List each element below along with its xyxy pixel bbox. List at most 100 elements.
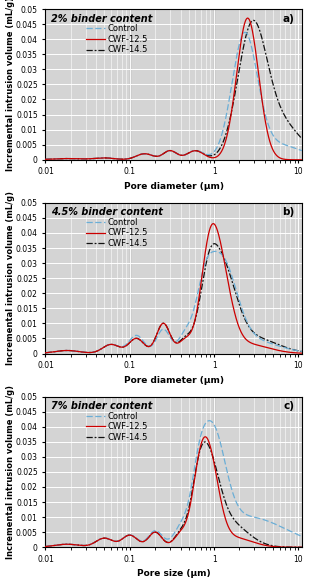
Line: CWF-14.5: CWF-14.5 [45,442,302,547]
X-axis label: Pore diameter (μm): Pore diameter (μm) [124,182,224,191]
Control [300,147,304,154]
Line: Control: Control [45,251,302,353]
CWF-12.5 [44,156,47,163]
CWF-12.5 [193,477,196,484]
CWF-14.5 [300,348,304,355]
CWF-14.5 [193,147,196,154]
Control [193,465,196,472]
Line: CWF-12.5: CWF-12.5 [45,437,302,547]
CWF-14.5 [207,443,211,450]
CWF-12.5 [193,319,196,326]
Control [207,252,211,259]
CWF-14.5 [300,135,304,142]
CWF-12.5 [44,349,47,356]
CWF-14.5 [59,347,63,354]
Control [213,248,217,255]
CWF-14.5 [207,249,211,256]
CWF-12.5 [199,279,203,286]
CWF-12.5 [203,433,207,440]
Text: c): c) [283,401,294,411]
CWF-12.5 [59,347,63,354]
Control [208,417,211,424]
CWF-12.5 [239,326,242,333]
Legend: Control, CWF-12.5, CWF-14.5: Control, CWF-12.5, CWF-14.5 [83,214,152,252]
CWF-12.5 [265,124,269,131]
Text: a): a) [282,13,294,23]
Line: CWF-14.5: CWF-14.5 [45,244,302,353]
CWF-12.5 [207,154,211,161]
X-axis label: Pore size (μm): Pore size (μm) [137,569,210,578]
Line: CWF-12.5: CWF-12.5 [45,18,302,160]
CWF-14.5 [199,287,203,294]
Line: Control: Control [45,420,302,547]
Control [59,541,63,548]
Control [265,517,269,524]
CWF-12.5 [59,541,63,548]
CWF-14.5 [239,523,242,530]
CWF-14.5 [59,541,63,548]
Control [239,506,242,513]
Y-axis label: Incremental intrusion volume (mL/g): Incremental intrusion volume (mL/g) [6,385,15,559]
Control [59,155,63,162]
CWF-14.5 [44,543,47,550]
Control [265,338,269,345]
Control [193,304,196,311]
Control [199,431,203,438]
Y-axis label: Incremental intrusion volume (mL/g): Incremental intrusion volume (mL/g) [6,191,15,365]
CWF-12.5 [300,350,304,357]
Line: CWF-14.5: CWF-14.5 [45,20,302,159]
CWF-14.5 [193,475,196,482]
CWF-14.5 [300,544,304,551]
CWF-12.5 [44,543,47,550]
CWF-12.5 [300,544,304,551]
Control [238,38,242,45]
CWF-12.5 [59,155,63,162]
Control [44,543,47,550]
CWF-14.5 [265,541,269,548]
CWF-12.5 [246,15,249,22]
Control [239,300,242,307]
Legend: Control, CWF-12.5, CWF-14.5: Control, CWF-12.5, CWF-14.5 [83,408,152,445]
X-axis label: Pore diameter (μm): Pore diameter (μm) [124,376,224,385]
CWF-12.5 [265,542,269,549]
CWF-12.5 [265,344,269,351]
CWF-12.5 [239,534,242,541]
CWF-12.5 [193,147,196,154]
Text: 7% binder content: 7% binder content [51,401,152,411]
CWF-12.5 [199,149,203,156]
Control [207,151,211,158]
Text: 2% binder content: 2% binder content [51,13,152,23]
Control [59,347,63,354]
Line: CWF-12.5: CWF-12.5 [45,224,302,353]
CWF-12.5 [238,46,242,53]
CWF-14.5 [265,54,269,61]
Legend: Control, CWF-12.5, CWF-14.5: Control, CWF-12.5, CWF-14.5 [83,21,152,58]
CWF-14.5 [239,304,242,311]
CWF-14.5 [59,155,63,162]
Line: Control: Control [45,32,302,159]
Control [199,148,203,155]
Control [44,156,47,163]
CWF-14.5 [199,149,203,156]
CWF-12.5 [211,220,215,227]
CWF-14.5 [238,62,242,69]
CWF-12.5 [207,439,211,446]
CWF-12.5 [300,157,304,164]
Text: 4.5% binder content: 4.5% binder content [51,207,163,217]
Y-axis label: Incremental intrusion volume (mL/g): Incremental intrusion volume (mL/g) [6,0,15,172]
CWF-14.5 [212,240,216,247]
Control [300,348,304,355]
CWF-14.5 [44,156,47,163]
CWF-14.5 [252,17,255,24]
Control [243,29,247,36]
CWF-14.5 [199,443,203,450]
CWF-14.5 [265,336,269,343]
Control [44,349,47,356]
CWF-12.5 [207,230,211,237]
Control [300,533,304,540]
Control [193,147,196,154]
Control [265,116,269,123]
Text: b): b) [282,207,294,217]
CWF-14.5 [193,319,196,326]
Control [207,417,211,424]
